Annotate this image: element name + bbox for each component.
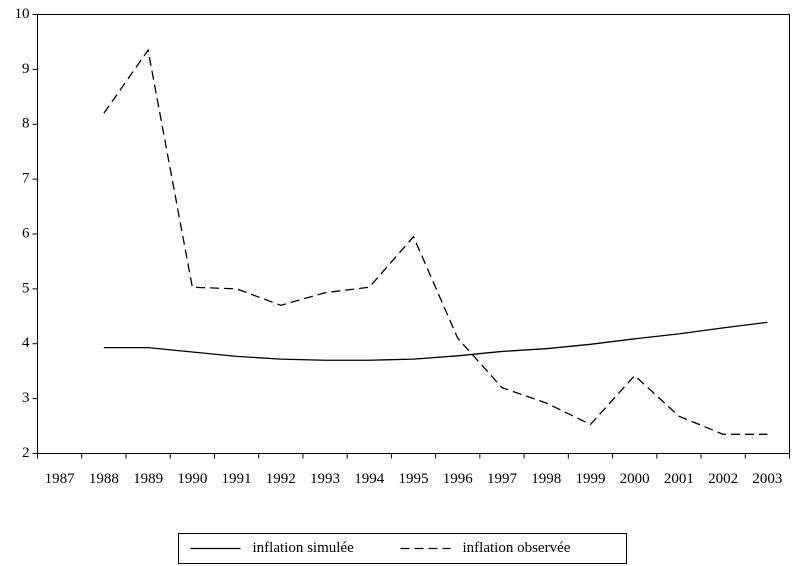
legend-label: inflation observée — [463, 540, 571, 556]
series-line — [103, 48, 768, 435]
legend-box — [178, 533, 627, 564]
x-tick-label: 2003 — [752, 471, 782, 487]
x-tick-label: 2001 — [664, 471, 694, 487]
x-tick-label: 1997 — [487, 471, 518, 487]
plot-frame — [37, 14, 790, 454]
x-tick-label: 1992 — [266, 471, 296, 487]
x-tick-label: 1988 — [89, 471, 119, 487]
y-tick-label: 6 — [22, 225, 30, 241]
x-tick-label: 1998 — [531, 471, 561, 487]
x-tick-label: 1990 — [177, 471, 207, 487]
x-tick-label: 1995 — [399, 471, 429, 487]
x-tick-label: 2000 — [620, 471, 650, 487]
x-tick-label: 1987 — [45, 471, 76, 487]
x-tick-label: 2002 — [708, 471, 738, 487]
x-tick-label: 1996 — [443, 471, 474, 487]
y-tick-label: 10 — [15, 6, 30, 22]
x-tick-label: 1991 — [222, 471, 252, 487]
y-tick-label: 4 — [22, 335, 30, 351]
y-tick-label: 3 — [22, 390, 30, 406]
y-tick-label: 9 — [22, 61, 30, 77]
series-line — [103, 321, 768, 361]
legend-label: inflation simulée — [253, 540, 355, 556]
y-tick-label: 5 — [22, 280, 30, 296]
y-tick-label: 8 — [22, 116, 30, 132]
y-tick-label: 7 — [22, 171, 30, 187]
x-tick-label: 1994 — [354, 471, 385, 487]
x-tick-label: 1989 — [133, 471, 163, 487]
y-tick-label: 2 — [22, 445, 30, 461]
x-tick-label: 1993 — [310, 471, 340, 487]
x-tick-label: 1999 — [575, 471, 605, 487]
